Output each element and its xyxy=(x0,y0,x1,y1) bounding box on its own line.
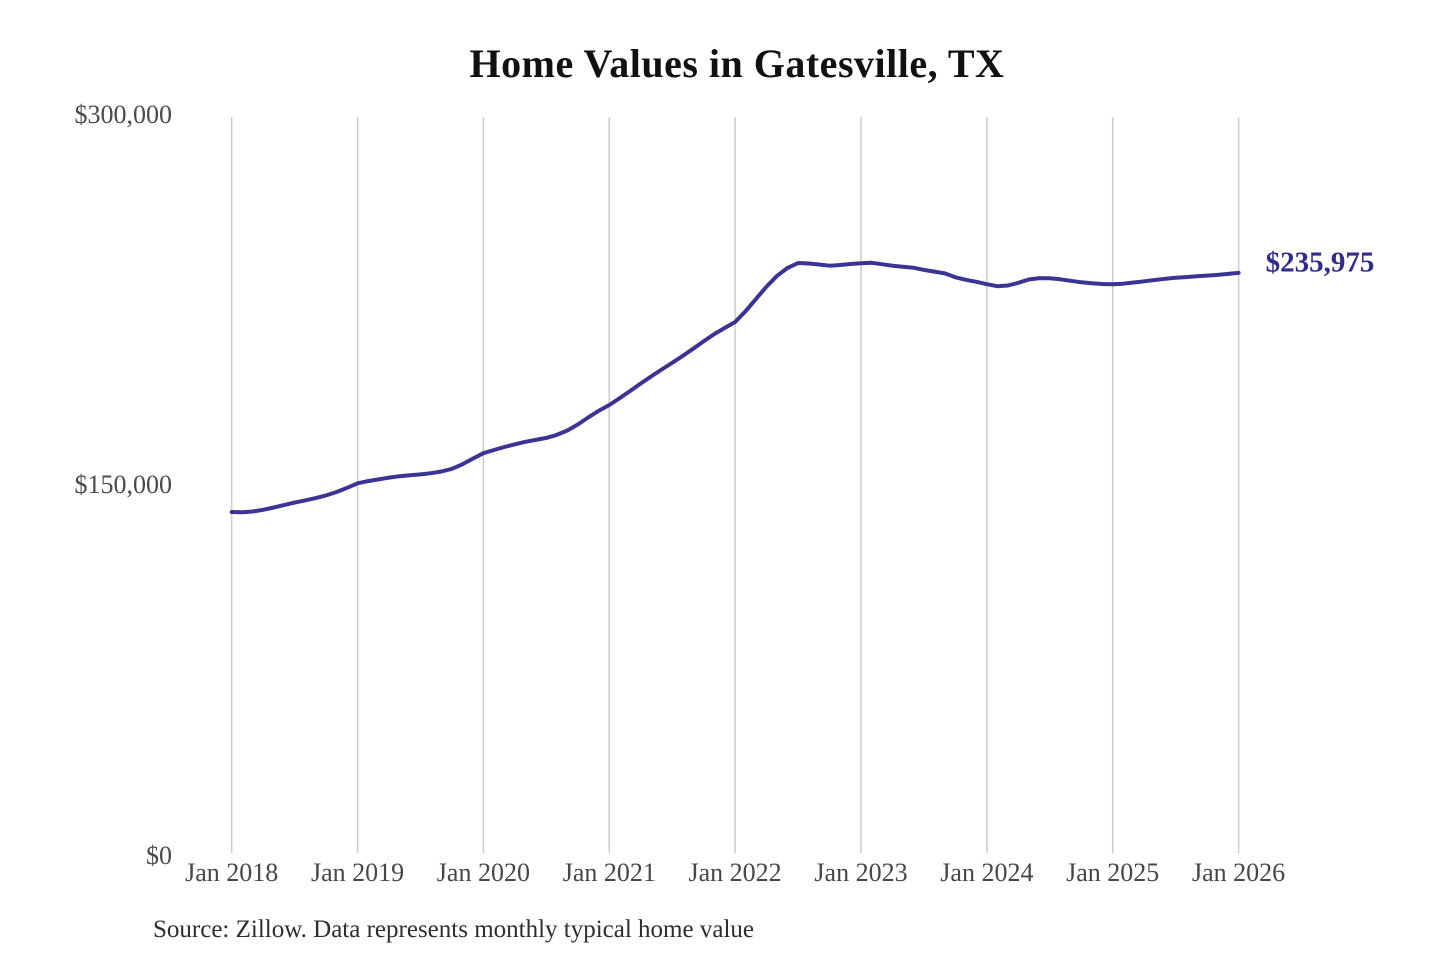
y-axis-tick-label: $0 xyxy=(146,840,172,870)
x-axis-tick-label: Jan 2022 xyxy=(688,858,782,887)
x-axis-tick-label: Jan 2024 xyxy=(940,858,1034,887)
x-axis-tick-label: Jan 2025 xyxy=(1066,858,1160,887)
y-axis-tick-label: $300,000 xyxy=(74,99,173,129)
x-axis-tick-label: Jan 2019 xyxy=(311,858,405,887)
x-axis-tick-label: Jan 2026 xyxy=(1192,858,1286,887)
vertical-gridlines xyxy=(230,117,1240,853)
y-axis-tick-label: $150,000 xyxy=(74,470,173,500)
x-axis-tick-label: Jan 2020 xyxy=(436,858,530,887)
home-value-line xyxy=(229,260,1241,515)
source-attribution: Source: Zillow. Data represents monthly … xyxy=(153,916,754,943)
x-axis-tick-label: Jan 2021 xyxy=(562,858,656,887)
current-value-label: $235,975 xyxy=(1265,246,1375,279)
x-axis-tick-label: Jan 2023 xyxy=(814,858,908,887)
chart-title: Home Values in Gatesville, TX xyxy=(469,41,1005,86)
x-axis-tick-label: Jan 2018 xyxy=(185,858,279,887)
